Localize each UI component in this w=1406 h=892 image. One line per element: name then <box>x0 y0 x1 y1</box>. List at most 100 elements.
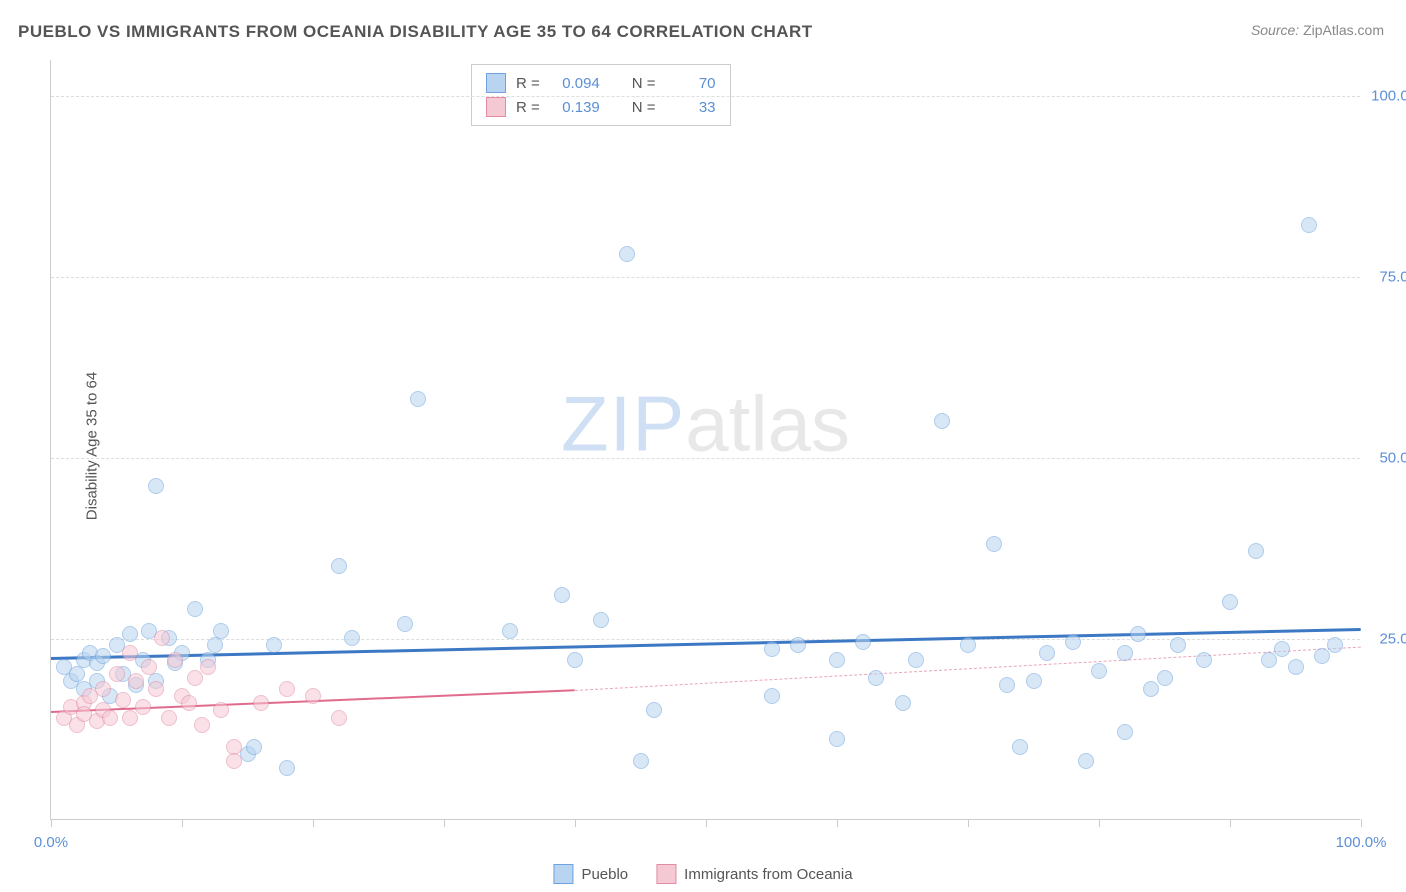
data-point <box>397 616 413 632</box>
r-value-oceania: 0.139 <box>550 99 600 116</box>
data-point <box>167 652 183 668</box>
data-point <box>960 637 976 653</box>
legend-item-pueblo: Pueblo <box>553 864 628 884</box>
data-point <box>1026 673 1042 689</box>
data-point <box>344 630 360 646</box>
swatch-oceania <box>486 97 506 117</box>
watermark-zip: ZIP <box>561 380 685 468</box>
data-point <box>1078 753 1094 769</box>
x-tick <box>182 819 183 827</box>
data-point <box>279 760 295 776</box>
data-point <box>115 692 131 708</box>
n-label: N = <box>632 75 656 92</box>
x-tick <box>1361 819 1362 827</box>
data-point <box>502 623 518 639</box>
data-point <box>554 587 570 603</box>
data-point <box>305 688 321 704</box>
data-point <box>1117 724 1133 740</box>
data-point <box>934 413 950 429</box>
data-point <box>1170 637 1186 653</box>
data-point <box>1065 634 1081 650</box>
r-label-2: R = <box>516 99 540 116</box>
data-point <box>1012 739 1028 755</box>
source-value: ZipAtlas.com <box>1303 22 1384 38</box>
trend-line <box>51 628 1361 660</box>
x-tick <box>968 819 969 827</box>
data-point <box>1274 641 1290 657</box>
n-label-2: N = <box>632 99 656 116</box>
x-tick <box>837 819 838 827</box>
data-point <box>868 670 884 686</box>
data-point <box>1091 663 1107 679</box>
stats-row-pueblo: R = 0.094 N = 70 <box>486 71 716 95</box>
data-point <box>187 670 203 686</box>
chart-container: PUEBLO VS IMMIGRANTS FROM OCEANIA DISABI… <box>0 0 1406 892</box>
data-point <box>1301 217 1317 233</box>
y-tick-label: 25.0% <box>1379 631 1406 648</box>
stats-legend: R = 0.094 N = 70 R = 0.139 N = 33 <box>471 64 731 126</box>
y-tick-label: 50.0% <box>1379 450 1406 467</box>
grid-line <box>51 458 1360 459</box>
data-point <box>1196 652 1212 668</box>
legend-swatch-pueblo <box>553 864 573 884</box>
data-point <box>253 695 269 711</box>
data-point <box>1288 659 1304 675</box>
x-tick <box>1230 819 1231 827</box>
grid-line <box>51 277 1360 278</box>
data-point <box>148 681 164 697</box>
data-point <box>1261 652 1277 668</box>
data-point <box>633 753 649 769</box>
data-point <box>764 641 780 657</box>
data-point <box>855 634 871 650</box>
data-point <box>213 623 229 639</box>
x-tick <box>1099 819 1100 827</box>
data-point <box>619 246 635 262</box>
watermark: ZIPatlas <box>561 379 850 470</box>
chart-title: PUEBLO VS IMMIGRANTS FROM OCEANIA DISABI… <box>18 22 813 42</box>
data-point <box>646 702 662 718</box>
data-point <box>829 652 845 668</box>
data-point <box>1039 645 1055 661</box>
x-tick-label: 0.0% <box>34 834 68 851</box>
data-point <box>764 688 780 704</box>
legend-swatch-oceania <box>656 864 676 884</box>
legend-label-pueblo: Pueblo <box>581 866 628 883</box>
data-point <box>829 731 845 747</box>
x-tick <box>575 819 576 827</box>
data-point <box>226 753 242 769</box>
data-point <box>102 710 118 726</box>
data-point <box>122 626 138 642</box>
data-point <box>95 681 111 697</box>
data-point <box>986 536 1002 552</box>
data-point <box>279 681 295 697</box>
data-point <box>194 717 210 733</box>
x-tick <box>313 819 314 827</box>
n-value-oceania: 33 <box>666 99 716 116</box>
data-point <box>148 478 164 494</box>
data-point <box>266 637 282 653</box>
data-point <box>181 695 197 711</box>
data-point <box>1248 543 1264 559</box>
data-point <box>95 648 111 664</box>
data-point <box>1327 637 1343 653</box>
watermark-atlas: atlas <box>685 380 850 468</box>
data-point <box>161 710 177 726</box>
y-tick-label: 100.0% <box>1371 88 1406 105</box>
data-point <box>1117 645 1133 661</box>
x-tick <box>706 819 707 827</box>
data-point <box>331 558 347 574</box>
data-point <box>141 659 157 675</box>
data-point <box>908 652 924 668</box>
grid-line <box>51 96 1360 97</box>
data-point <box>1222 594 1238 610</box>
data-point <box>213 702 229 718</box>
x-tick <box>444 819 445 827</box>
data-point <box>122 645 138 661</box>
data-point <box>200 659 216 675</box>
data-point <box>790 637 806 653</box>
stats-row-oceania: R = 0.139 N = 33 <box>486 95 716 119</box>
x-tick <box>51 819 52 827</box>
data-point <box>999 677 1015 693</box>
r-value-pueblo: 0.094 <box>550 75 600 92</box>
data-point <box>187 601 203 617</box>
